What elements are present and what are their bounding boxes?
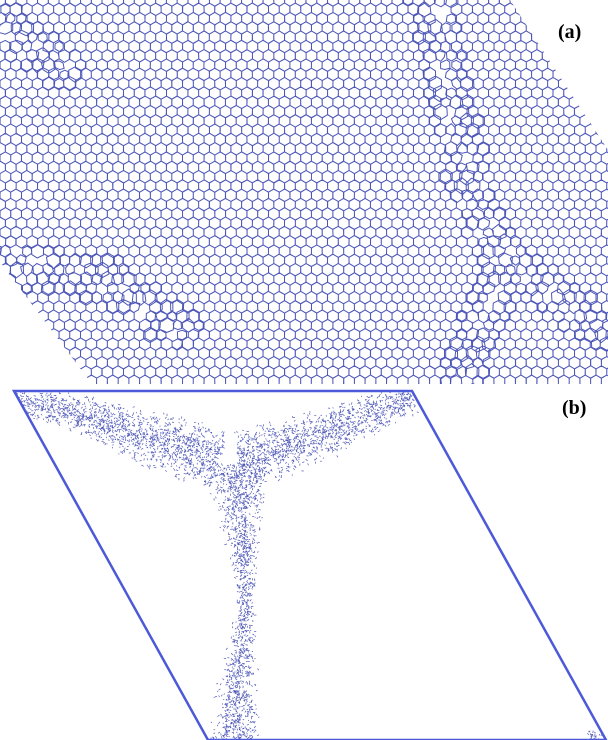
panel-a: (a) <box>0 0 608 384</box>
panel-b: (b) <box>0 384 608 740</box>
honeycomb-lattice <box>0 0 608 384</box>
panel-a-lattice-image <box>0 0 608 384</box>
simulation-box-outline <box>11 389 608 740</box>
panel-b-network-image <box>11 389 608 740</box>
panel-b-label: (b) <box>560 397 589 419</box>
three-arm-network <box>14 391 604 740</box>
panel-a-label: (a) <box>556 21 584 43</box>
